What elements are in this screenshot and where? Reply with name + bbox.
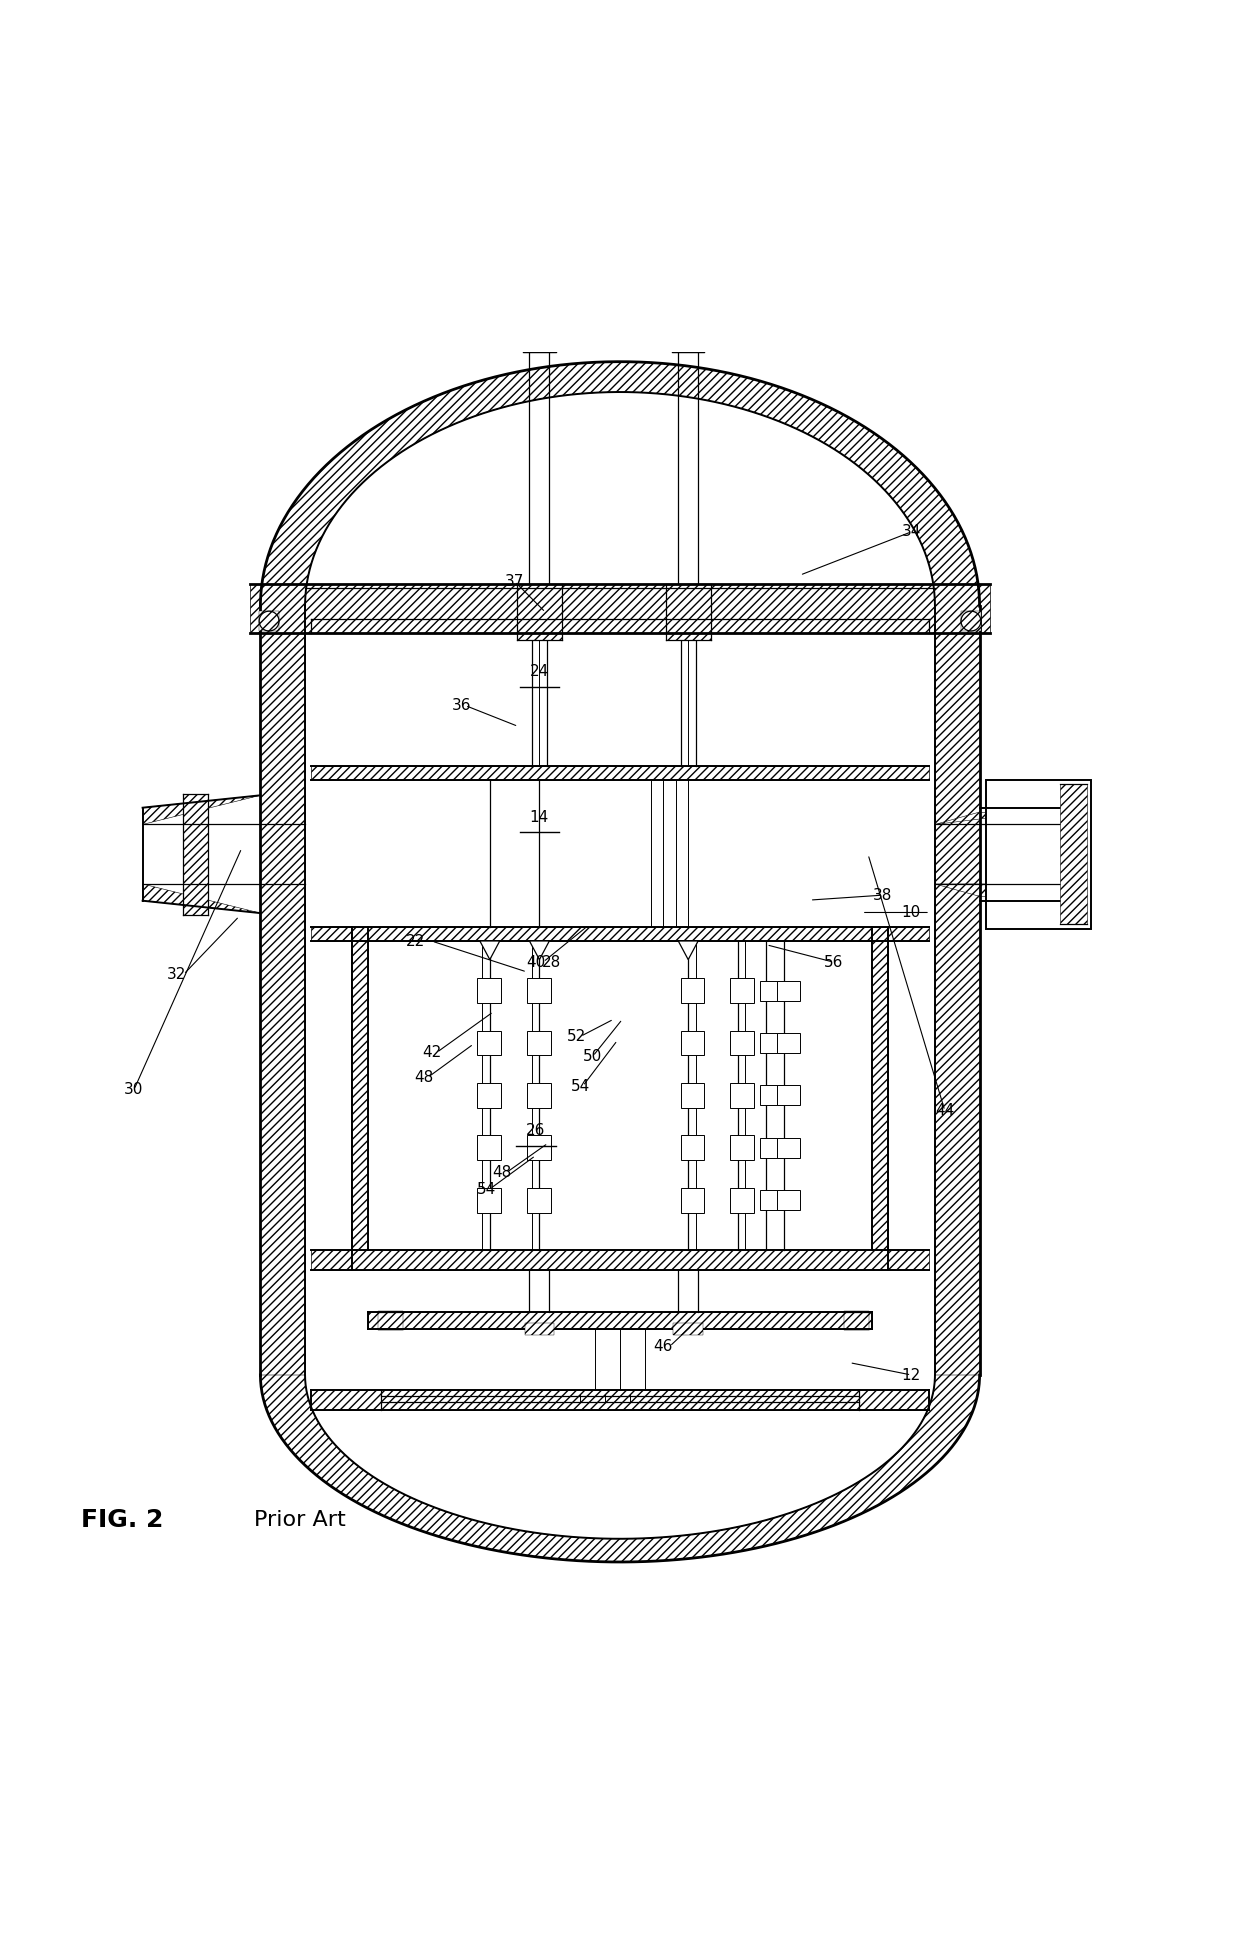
- Text: 36: 36: [451, 698, 471, 713]
- Text: 24: 24: [529, 665, 549, 678]
- Bar: [527, 260, 552, 274]
- Text: 12: 12: [901, 1367, 921, 1382]
- Polygon shape: [1060, 785, 1087, 923]
- Bar: [477, 1135, 501, 1161]
- Polygon shape: [935, 885, 1073, 900]
- Text: 50: 50: [583, 1050, 603, 1063]
- Bar: [517, 583, 562, 640]
- Polygon shape: [260, 1374, 980, 1561]
- Text: 54: 54: [476, 1182, 496, 1196]
- Text: 46: 46: [653, 1339, 673, 1353]
- Text: 52: 52: [567, 1028, 587, 1044]
- Text: 44: 44: [935, 1104, 955, 1118]
- Polygon shape: [260, 362, 980, 607]
- Bar: [477, 1188, 501, 1213]
- Bar: [681, 1030, 704, 1056]
- Text: 48: 48: [414, 1069, 434, 1085]
- Bar: [527, 1188, 551, 1213]
- Polygon shape: [143, 885, 260, 914]
- Bar: [681, 1083, 704, 1108]
- Polygon shape: [678, 941, 698, 960]
- Text: 37: 37: [505, 573, 525, 589]
- Polygon shape: [250, 583, 990, 634]
- Bar: [477, 1030, 501, 1056]
- Polygon shape: [259, 610, 279, 632]
- Polygon shape: [935, 807, 1073, 824]
- Text: 22: 22: [405, 933, 425, 949]
- Text: FIG. 2: FIG. 2: [81, 1509, 162, 1532]
- Bar: [872, 927, 888, 1250]
- Text: 54: 54: [570, 1079, 590, 1094]
- Bar: [352, 927, 368, 1250]
- Bar: [666, 583, 711, 640]
- Bar: [184, 793, 208, 914]
- Bar: [777, 1085, 800, 1106]
- Polygon shape: [961, 610, 981, 632]
- Bar: [760, 980, 782, 1001]
- Bar: [730, 1188, 754, 1213]
- Text: 32: 32: [166, 966, 186, 982]
- Text: 26: 26: [526, 1124, 546, 1139]
- Bar: [760, 1032, 782, 1054]
- Text: 28: 28: [542, 955, 562, 970]
- Bar: [760, 1085, 782, 1106]
- Bar: [378, 1310, 403, 1330]
- Bar: [527, 978, 551, 1003]
- Bar: [777, 1032, 800, 1054]
- Text: 38: 38: [873, 888, 893, 902]
- Text: 40: 40: [526, 955, 546, 970]
- Bar: [523, 325, 556, 352]
- Polygon shape: [935, 607, 980, 1374]
- Bar: [730, 978, 754, 1003]
- Bar: [844, 1310, 869, 1330]
- Bar: [525, 1324, 554, 1336]
- Text: 10: 10: [901, 906, 921, 920]
- Bar: [986, 780, 1091, 929]
- Bar: [681, 978, 704, 1003]
- Bar: [777, 1190, 800, 1209]
- Polygon shape: [260, 607, 305, 1374]
- Text: 34: 34: [901, 525, 921, 538]
- Polygon shape: [529, 941, 549, 960]
- Bar: [477, 978, 501, 1003]
- Polygon shape: [143, 795, 260, 824]
- Bar: [760, 1137, 782, 1159]
- Bar: [311, 1390, 929, 1409]
- Bar: [730, 1030, 754, 1056]
- Text: Prior Art: Prior Art: [254, 1510, 346, 1530]
- Bar: [681, 1188, 704, 1213]
- Text: 56: 56: [823, 955, 843, 970]
- Text: 48: 48: [492, 1164, 512, 1180]
- Bar: [368, 1312, 872, 1330]
- Text: 14: 14: [529, 809, 549, 824]
- Bar: [730, 1083, 754, 1108]
- Bar: [311, 1250, 929, 1269]
- Bar: [673, 1324, 703, 1336]
- Bar: [527, 1083, 551, 1108]
- Text: 30: 30: [124, 1083, 144, 1096]
- Bar: [311, 927, 929, 941]
- Bar: [777, 1137, 800, 1159]
- Bar: [477, 1083, 501, 1108]
- Bar: [777, 980, 800, 1001]
- Bar: [527, 1135, 551, 1161]
- Text: 42: 42: [422, 1046, 441, 1059]
- Bar: [527, 1030, 551, 1056]
- Bar: [672, 325, 704, 352]
- Bar: [730, 1135, 754, 1161]
- Bar: [760, 1190, 782, 1209]
- Bar: [676, 260, 701, 274]
- Polygon shape: [480, 941, 500, 960]
- Bar: [311, 766, 929, 780]
- Bar: [681, 1135, 704, 1161]
